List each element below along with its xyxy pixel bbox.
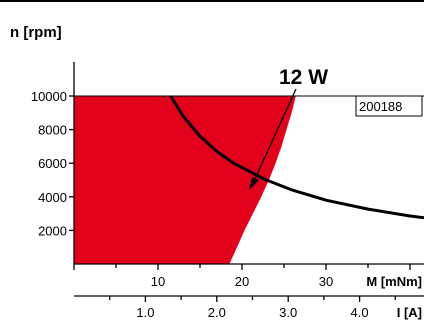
continuous-operation-region	[74, 96, 296, 264]
model-box: 200188	[355, 95, 423, 117]
model-box-frame	[355, 95, 423, 117]
current-tick-label: 2.0	[208, 305, 226, 320]
power-pointer-arrowhead	[249, 177, 259, 190]
y-tick-label: 4000	[38, 190, 67, 205]
torque-tick-label: 20	[235, 274, 249, 289]
y-tick-label: 6000	[38, 156, 67, 171]
power-pointer-line	[253, 88, 297, 182]
y-axis-title: n [rpm]	[10, 24, 62, 41]
y-tick-label: 2000	[38, 223, 67, 238]
torque-axis-label: M [mNm]	[366, 274, 422, 289]
current-tick-label: 3.0	[279, 305, 297, 320]
current-axis-label: I [A]	[397, 305, 422, 320]
torque-tick-label: 10	[151, 274, 165, 289]
power-curve-12w	[169, 95, 424, 220]
y-tick-label: 8000	[38, 123, 67, 138]
operating-region-layer	[74, 96, 296, 264]
torque-tick-label: 30	[319, 274, 333, 289]
axes-layer: 2000 4000 6000 8000 10000 10 20 30 M [mNm] 1.0 2.0…	[31, 62, 424, 320]
power-annotation: 12 W	[249, 66, 328, 190]
model-label: 200188	[359, 99, 402, 114]
current-tick-label: 4.0	[351, 305, 369, 320]
current-tick-label: 1.0	[136, 305, 154, 320]
y-tick-label: 10000	[31, 89, 67, 104]
power-curve-layer	[169, 95, 424, 220]
power-label: 12 W	[279, 66, 328, 89]
